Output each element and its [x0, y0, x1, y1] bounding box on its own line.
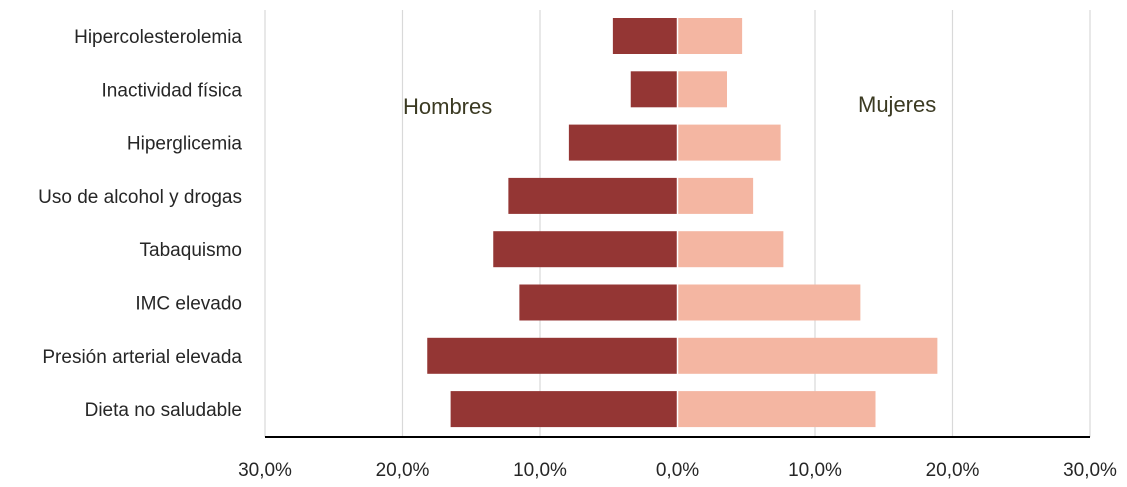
bar-mujeres: [677, 124, 781, 161]
series-label-mujeres: Mujeres: [858, 92, 936, 117]
bar-hombres: [450, 391, 678, 428]
bars: [265, 10, 1090, 438]
category-label: IMC elevado: [135, 294, 242, 315]
bar-hombres: [568, 124, 678, 161]
bar-hombres: [519, 284, 678, 321]
x-tick-label: 10,0%: [788, 460, 842, 481]
series-label-hombres: Hombres: [403, 94, 492, 119]
bar-hombres: [612, 18, 678, 54]
x-tick-labels: 30,0% 20,0% 10,0% 0,0% 10,0% 20,0% 30,0%: [238, 460, 1117, 481]
category-label: Presión arterial elevada: [42, 347, 242, 368]
category-label: Hipercolesterolemia: [74, 27, 242, 48]
bar-hombres: [508, 177, 678, 214]
category-label: Dieta no saludable: [85, 400, 242, 421]
x-tick-label: 30,0%: [1063, 460, 1117, 481]
bar-mujeres: [677, 391, 876, 428]
x-tick-label: 0,0%: [656, 460, 699, 481]
x-tick-label: 20,0%: [926, 460, 980, 481]
bar-hombres: [427, 337, 678, 374]
bar-hombres: [493, 231, 678, 268]
category-label: Uso de alcohol y drogas: [38, 187, 242, 208]
x-tick-label: 20,0%: [376, 460, 430, 481]
bar-mujeres: [677, 177, 754, 214]
gridlines: [264, 10, 1091, 437]
x-tick-label: 30,0%: [238, 460, 292, 481]
category-label: Tabaquismo: [140, 240, 242, 261]
bar-mujeres: [677, 284, 861, 321]
bar-mujeres: [677, 231, 784, 268]
category-labels: Hipercolesterolemia Inactividad física Hip…: [38, 27, 242, 421]
bar-hombres: [630, 71, 678, 108]
bar-mujeres: [677, 18, 743, 54]
category-label: Hiperglicemia: [127, 134, 243, 155]
x-tick-label: 10,0%: [513, 460, 567, 481]
category-label: Inactividad física: [102, 80, 243, 101]
bar-mujeres: [677, 337, 938, 374]
bar-mujeres: [677, 71, 727, 108]
